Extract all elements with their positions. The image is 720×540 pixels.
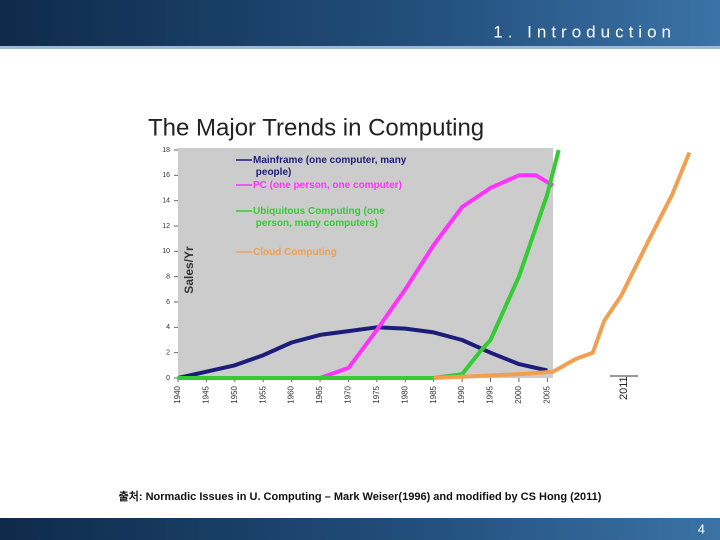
chart-title: The Major Trends in Computing [148, 114, 484, 141]
x-tick-label: 2000 [514, 385, 523, 403]
y-tick-label: 10 [162, 248, 170, 255]
x-tick-label: 2005 [542, 385, 551, 403]
series-line [433, 151, 692, 380]
legend-label: Mainframe (one computer, many people) [253, 155, 407, 178]
x-tick-label: 1975 [372, 385, 381, 403]
legend-label: Cloud Computing [253, 247, 337, 258]
slide-title: 1. Introduction [493, 22, 676, 41]
y-axis-label: Sales/Yr [182, 246, 196, 294]
x-tick-label: 1970 [344, 385, 353, 403]
y-tick-label: 6 [166, 299, 170, 306]
y-tick-label: 14 [162, 198, 170, 205]
x-tick-label: 1955 [258, 385, 267, 403]
header-bar [0, 0, 720, 46]
y-tick-label: 18 [162, 147, 170, 154]
x-tick-label: 1960 [287, 385, 296, 403]
series-line [178, 173, 555, 380]
x-tick-label: 1985 [429, 385, 438, 403]
y-tick-label: 12 [162, 223, 170, 230]
y-tick-label: 4 [166, 324, 170, 331]
x-tick-label: 1980 [400, 385, 409, 403]
legend-label: PC (one person, one computer) [253, 180, 402, 191]
series-line [177, 325, 548, 380]
x-tick-label: 1940 [173, 385, 182, 403]
x-tick-label: 1990 [457, 385, 466, 403]
y-tick-label: 2 [166, 350, 170, 357]
x-tick-label: 1945 [202, 385, 211, 403]
x-tick-label: 1965 [315, 385, 324, 403]
y-tick-label: 0 [166, 375, 170, 382]
page-number: 4 [698, 521, 705, 536]
caption: 출처: Normadic Issues in U. Computing – Ma… [119, 489, 602, 503]
x-tick-label: 1950 [230, 385, 239, 403]
y-tick-label: 16 [162, 172, 170, 179]
y-tick-label: 8 [166, 274, 170, 281]
annotation: 2011 [618, 376, 630, 400]
header-rule [0, 46, 720, 49]
footer-bar [0, 518, 720, 540]
x-tick-label: 1995 [486, 385, 495, 403]
legend-label: Ubiquitous Computing (one person, many c… [253, 206, 385, 229]
